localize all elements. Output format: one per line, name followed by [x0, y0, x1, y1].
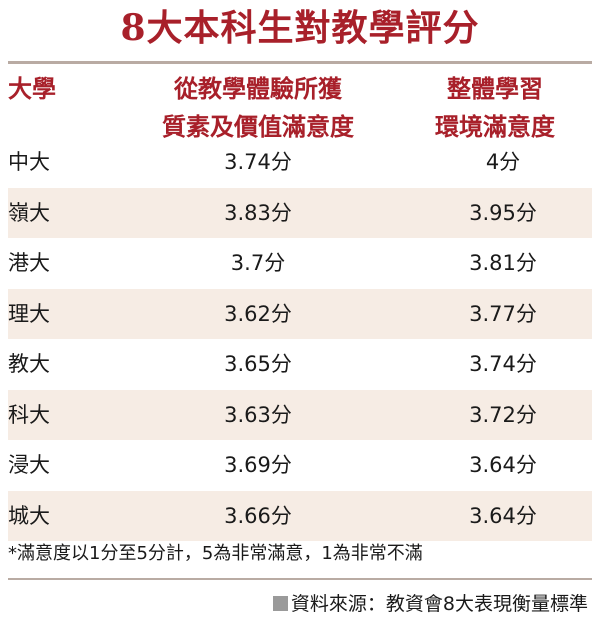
environment-score-cell: 4分 — [485, 150, 521, 174]
environment-score-cell: 3.74分 — [469, 352, 537, 376]
teaching-score-cell: 3.63分 — [224, 402, 292, 427]
table-row: 港大 3.7分 3.81分 — [8, 238, 592, 288]
teaching-score-cell: 3.69分 — [224, 453, 292, 477]
header-teaching-line1: 從教學體驗所獲 — [174, 75, 342, 103]
environment-score-cell: 3.77分 — [469, 301, 537, 326]
header-teaching-satisfaction: 從教學體驗所獲 質素及價值滿意度 — [118, 70, 398, 146]
teaching-score-cell: 3.66分 — [224, 503, 292, 528]
header-environment-satisfaction: 整體學習 環境滿意度 — [400, 70, 590, 146]
chart-title: 8大本科生對教學評分 — [120, 7, 480, 49]
teaching-score-cell: 3.62分 — [224, 301, 292, 326]
header-teaching-line2: 質素及價值滿意度 — [162, 113, 354, 141]
header-university: 大學 — [8, 75, 56, 103]
header-environment-line1: 整體學習 — [447, 75, 543, 103]
environment-score-cell: 3.95分 — [469, 200, 537, 225]
university-cell: 港大 — [8, 251, 50, 275]
table-row: 科大 3.63分 3.72分 — [8, 389, 592, 440]
university-cell: 浸大 — [8, 453, 50, 477]
university-cell: 教大 — [8, 352, 50, 376]
university-cell: 理大 — [8, 301, 50, 326]
source-credit: 資料來源：教資會8大表現衡量標準 — [272, 590, 588, 618]
table-row: 浸大 3.69分 3.64分 — [8, 440, 592, 490]
environment-score-cell: 3.64分 — [469, 503, 537, 528]
teaching-score-cell: 3.7分 — [230, 251, 286, 275]
source-text: 資料來源：教資會8大表現衡量標準 — [290, 593, 588, 615]
teaching-score-cell: 3.65分 — [224, 352, 292, 376]
table-row: 理大 3.62分 3.77分 — [8, 288, 592, 339]
university-cell: 科大 — [8, 402, 50, 427]
table-row: 城大 3.66分 3.64分 — [8, 490, 592, 541]
table-row: 中大 3.74分 4分 — [8, 137, 592, 187]
university-cell: 嶺大 — [8, 200, 50, 225]
teaching-score-cell: 3.74分 — [224, 150, 292, 174]
square-bullet-icon — [272, 596, 288, 611]
footnote: *滿意度以1分至5分計，5為非常滿意，1為非常不滿 — [8, 543, 423, 564]
university-cell: 中大 — [8, 150, 50, 174]
top-rule — [8, 61, 592, 64]
table-row: 教大 3.65分 3.74分 — [8, 339, 592, 389]
environment-score-cell: 3.64分 — [469, 453, 537, 477]
university-cell: 城大 — [8, 503, 50, 528]
environment-score-cell: 3.72分 — [469, 402, 537, 427]
header-environment-line2: 環境滿意度 — [435, 113, 555, 141]
table-row: 嶺大 3.83分 3.95分 — [8, 187, 592, 238]
teaching-score-cell: 3.83分 — [224, 200, 292, 225]
bottom-rule — [8, 578, 592, 580]
environment-score-cell: 3.81分 — [469, 251, 537, 275]
